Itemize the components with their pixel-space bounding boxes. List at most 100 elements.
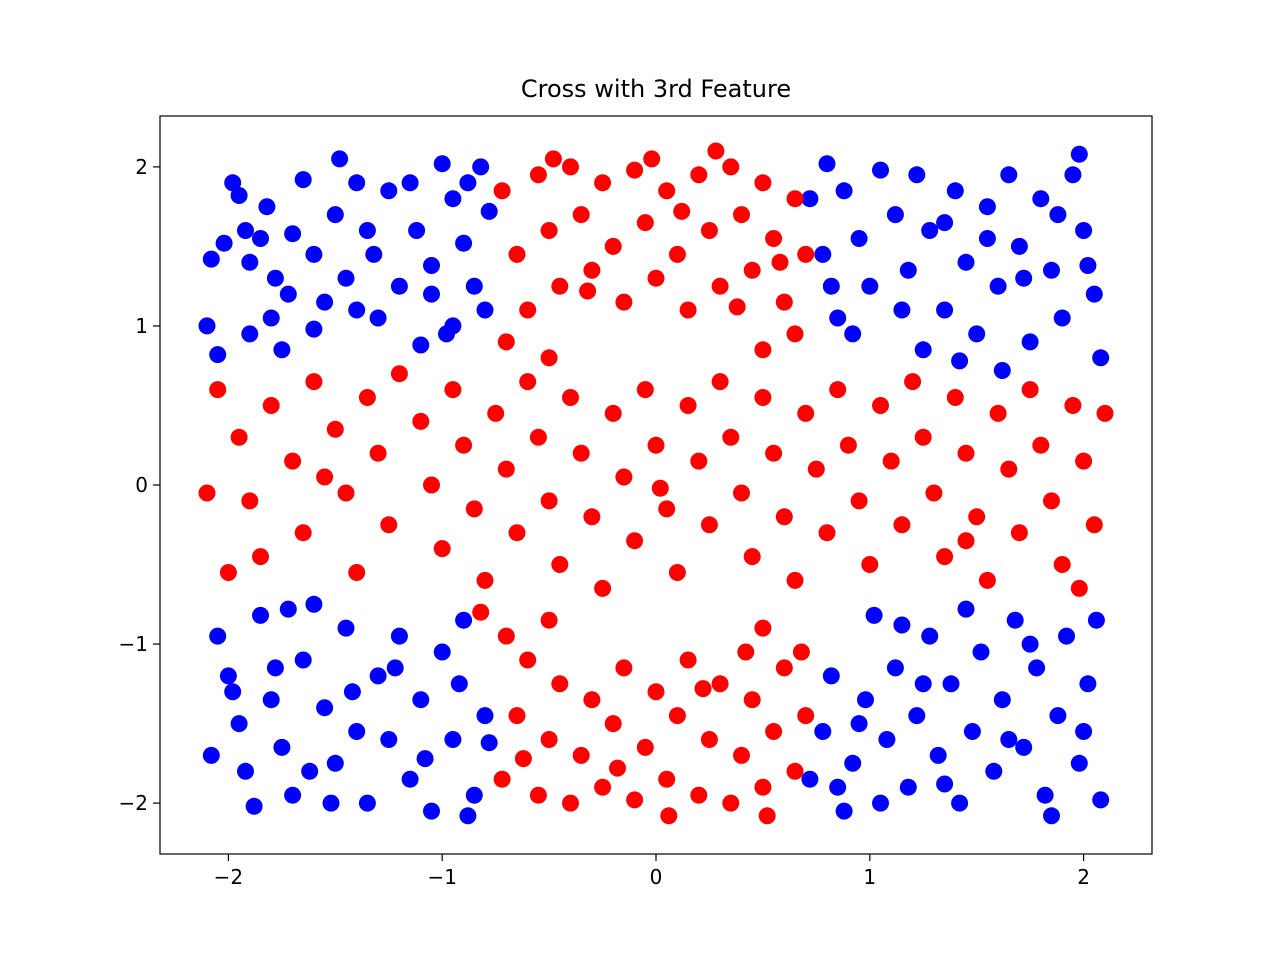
scatter-point <box>754 619 772 637</box>
scatter-point <box>829 309 847 327</box>
scatter-point <box>480 734 498 752</box>
scatter-point <box>540 349 558 367</box>
scatter-point <box>455 436 473 454</box>
scatter-point <box>711 277 729 295</box>
scatter-point <box>1043 807 1060 825</box>
scatter-point <box>679 301 697 319</box>
scatter-point <box>743 261 761 279</box>
scatter-point <box>514 750 532 768</box>
scatter-point <box>636 214 654 232</box>
scatter-point <box>643 150 661 168</box>
scatter-point <box>690 786 708 804</box>
scatter-point <box>668 245 686 263</box>
scatter-point <box>230 428 248 446</box>
scatter-point <box>1021 635 1039 653</box>
scatter-point <box>209 627 227 645</box>
scatter-point <box>993 691 1011 709</box>
scatter-point <box>615 293 633 311</box>
scatter-point <box>316 468 334 486</box>
scatter-point <box>579 282 597 300</box>
scatter-point <box>572 206 590 224</box>
scatter-point <box>893 301 911 319</box>
scatter-point <box>1064 397 1082 414</box>
scatter-point <box>722 428 740 446</box>
scatter-point <box>758 807 776 825</box>
scatter-point <box>651 479 669 497</box>
scatter-point <box>893 516 911 534</box>
scatter-point <box>337 269 355 287</box>
scatter-point <box>1000 460 1018 478</box>
scatter-point <box>700 731 718 748</box>
scatter-point <box>519 373 537 391</box>
scatter-point <box>1087 611 1105 629</box>
scatter-point <box>604 715 622 733</box>
scatter-point <box>412 336 430 354</box>
scatter-point <box>861 277 879 295</box>
scatter-point <box>1049 707 1067 725</box>
scatter-point <box>241 492 259 510</box>
scatter-point <box>985 762 1003 780</box>
scatter-point <box>722 158 740 176</box>
scatter-point <box>1015 738 1033 756</box>
x-tick-label: 1 <box>863 865 876 889</box>
scatter-point <box>480 202 498 220</box>
scatter-point <box>839 436 857 454</box>
scatter-point <box>237 222 254 239</box>
scatter-point <box>765 444 783 462</box>
scatter-point <box>583 261 601 279</box>
scatter-point <box>957 600 975 618</box>
scatter-point <box>237 762 254 780</box>
scatter-point <box>459 807 477 825</box>
scatter-point <box>1085 285 1103 303</box>
scatter-point <box>1006 611 1024 629</box>
scatter-point <box>711 373 729 391</box>
scatter-point <box>594 174 612 192</box>
scatter-point <box>1070 754 1088 772</box>
scatter-point <box>914 428 932 446</box>
scatter-point <box>562 794 579 812</box>
scatter-point <box>572 444 590 462</box>
scatter-point <box>465 277 483 295</box>
scatter-point <box>322 794 340 812</box>
scatter-point <box>551 675 569 693</box>
scatter-point <box>872 794 889 812</box>
scatter-point <box>348 301 366 319</box>
x-tick-label: 0 <box>650 865 663 889</box>
scatter-point <box>636 738 654 756</box>
scatter-point <box>1036 786 1054 804</box>
scatter-point <box>1096 404 1114 422</box>
scatter-point <box>1043 492 1060 510</box>
scatter-point <box>331 150 349 168</box>
scatter-point <box>951 794 969 812</box>
scatter-point <box>1049 206 1067 224</box>
scatter-point <box>493 770 511 788</box>
scatter-point <box>508 524 526 542</box>
scatter-point <box>224 174 242 192</box>
scatter-point <box>904 373 922 391</box>
scatter-point <box>540 492 558 510</box>
scatter-point <box>1092 349 1110 367</box>
scatter-point <box>921 222 939 239</box>
scatter-point <box>786 325 804 343</box>
scatter-point <box>801 770 819 788</box>
scatter-point <box>1032 190 1050 208</box>
scatter-point <box>529 786 547 804</box>
scatter-point <box>754 174 772 192</box>
scatter-point <box>857 691 874 709</box>
scatter-point <box>529 428 547 446</box>
scatter-point <box>380 182 398 200</box>
scatter-point <box>529 166 547 184</box>
scatter-point <box>690 166 708 184</box>
scatter-point <box>423 285 440 303</box>
scatter-point <box>380 516 398 534</box>
scatter-point <box>487 404 505 422</box>
scatter-point <box>198 317 216 335</box>
scatter-point <box>908 166 926 184</box>
scatter-point <box>438 325 455 343</box>
scatter-point <box>215 234 233 252</box>
scatter-point <box>700 222 718 239</box>
scatter-point <box>989 277 1007 295</box>
scatter-point <box>551 277 569 295</box>
scatter-point <box>936 775 954 793</box>
